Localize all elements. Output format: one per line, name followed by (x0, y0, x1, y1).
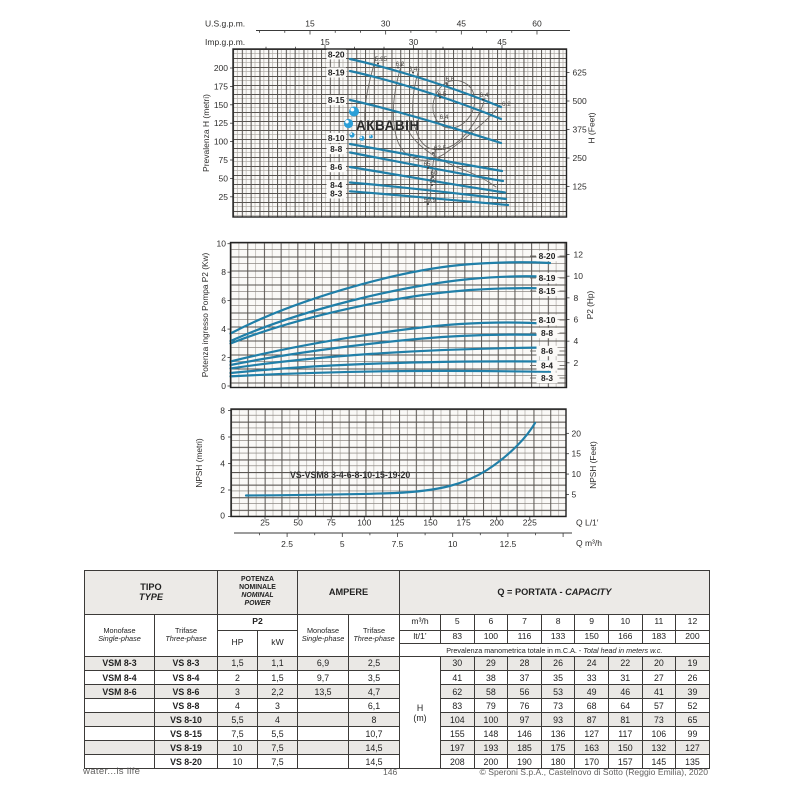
svg-text:6.2: 6.2 (502, 101, 511, 108)
svg-text:8-6: 8-6 (330, 162, 342, 172)
svg-text:8: 8 (221, 267, 226, 277)
svg-text:2: 2 (220, 485, 225, 495)
svg-text:4: 4 (574, 336, 579, 346)
svg-text:60: 60 (532, 19, 542, 29)
svg-text:8-6: 8-6 (541, 346, 553, 356)
svg-text:8-8: 8-8 (541, 328, 553, 338)
svg-text:100: 100 (357, 518, 371, 528)
svg-text:8-4: 8-4 (541, 361, 553, 371)
svg-text:75: 75 (326, 518, 336, 528)
svg-text:6.5: 6.5 (438, 91, 447, 98)
svg-text:175: 175 (214, 81, 228, 91)
svg-text:75: 75 (219, 155, 229, 165)
svg-text:6.4: 6.4 (480, 92, 489, 99)
svg-text:8-19: 8-19 (539, 273, 556, 283)
svg-text:8-19: 8-19 (328, 68, 345, 78)
svg-text:8-15: 8-15 (539, 286, 556, 296)
svg-text:59: 59 (429, 178, 437, 185)
svg-text:U.S.g.p.m.: U.S.g.p.m. (205, 19, 245, 29)
svg-text:10: 10 (572, 469, 582, 479)
svg-text:NPSH (metri): NPSH (metri) (194, 438, 204, 488)
svg-text:50: 50 (293, 518, 303, 528)
svg-text:0: 0 (220, 511, 225, 521)
svg-text:125: 125 (390, 518, 404, 528)
svg-text:15: 15 (572, 449, 582, 459)
svg-text:200: 200 (490, 518, 504, 528)
svg-text:50: 50 (219, 173, 229, 183)
svg-text:60: 60 (430, 170, 438, 177)
svg-text:Q L/1′: Q L/1′ (576, 518, 599, 528)
svg-text:12.5: 12.5 (500, 539, 517, 549)
svg-text:Imp.g.p.m.: Imp.g.p.m. (205, 37, 245, 47)
svg-text:150: 150 (423, 518, 437, 528)
svg-text:30: 30 (381, 19, 391, 29)
svg-text:0: 0 (221, 381, 226, 391)
svg-text:2.5: 2.5 (281, 539, 293, 549)
svg-text:65: 65 (423, 161, 431, 168)
svg-text:P2 (Hp): P2 (Hp) (585, 290, 595, 319)
svg-text:H (Feet): H (Feet) (587, 112, 597, 143)
svg-text:5: 5 (572, 489, 577, 499)
svg-text:8-10: 8-10 (539, 315, 556, 325)
svg-text:100: 100 (214, 137, 228, 147)
svg-text:VS-VSM8 3-4-6-8-10-15-19-20: VS-VSM8 3-4-6-8-10-15-19-20 (290, 470, 410, 480)
svg-text:15: 15 (305, 19, 315, 29)
svg-text:30: 30 (409, 37, 419, 47)
svg-text:Potenza ingresso Pompa P2 (Kw): Potenza ingresso Pompa P2 (Kw) (200, 253, 210, 378)
svg-text:125: 125 (573, 182, 587, 192)
svg-text:45: 45 (457, 19, 467, 29)
svg-text:62.5: 62.5 (434, 145, 447, 152)
svg-text:6: 6 (220, 432, 225, 442)
svg-text:6.2: 6.2 (396, 61, 405, 68)
svg-text:45: 45 (497, 37, 507, 47)
svg-text:10: 10 (574, 271, 584, 281)
svg-text:4: 4 (220, 459, 225, 469)
svg-text:20: 20 (572, 428, 582, 438)
svg-text:NPSH (Feet): NPSH (Feet) (588, 441, 598, 489)
svg-text:5: 5 (340, 539, 345, 549)
svg-text:8-20: 8-20 (328, 49, 345, 59)
svg-text:175: 175 (457, 518, 471, 528)
svg-text:10: 10 (217, 239, 227, 249)
svg-text:8-3: 8-3 (541, 373, 553, 383)
svg-text:15: 15 (320, 37, 330, 47)
svg-text:8-10: 8-10 (328, 133, 345, 143)
svg-text:8-3: 8-3 (330, 189, 342, 199)
svg-text:Q m³/h: Q m³/h (576, 538, 602, 548)
svg-text:8-8: 8-8 (330, 144, 342, 154)
svg-text:8-4: 8-4 (330, 180, 342, 190)
svg-text:6: 6 (221, 296, 226, 306)
svg-text:150: 150 (214, 100, 228, 110)
svg-text:225: 225 (523, 518, 537, 528)
svg-text:АКВАВІН: АКВАВІН (356, 118, 420, 133)
svg-text:5.95: 5.95 (375, 56, 388, 63)
svg-text:8-15: 8-15 (328, 95, 345, 105)
svg-text:7.5: 7.5 (392, 539, 404, 549)
svg-text:250: 250 (573, 153, 587, 163)
svg-text:25: 25 (219, 192, 229, 202)
svg-text:125: 125 (214, 118, 228, 128)
svg-text:Prevalenza H (metri): Prevalenza H (metri) (201, 94, 211, 172)
svg-text:2: 2 (221, 353, 226, 363)
svg-text:6: 6 (574, 315, 579, 325)
svg-text:12: 12 (574, 250, 584, 260)
svg-text:10: 10 (448, 539, 458, 549)
svg-text:2: 2 (574, 358, 579, 368)
svg-text:200: 200 (214, 63, 228, 73)
svg-text:6.4: 6.4 (409, 66, 418, 73)
svg-text:6.6: 6.6 (446, 76, 455, 83)
svg-text:625: 625 (573, 68, 587, 78)
svg-text:8-20: 8-20 (539, 251, 556, 261)
svg-text:6.4: 6.4 (440, 114, 449, 121)
svg-text:8: 8 (574, 293, 579, 303)
svg-text:500: 500 (573, 96, 587, 106)
svg-text:8: 8 (220, 406, 225, 416)
svg-text:25: 25 (260, 518, 270, 528)
svg-text:59.9: 59.9 (424, 197, 437, 204)
svg-text:4: 4 (221, 324, 226, 334)
svg-text:375: 375 (573, 125, 587, 135)
